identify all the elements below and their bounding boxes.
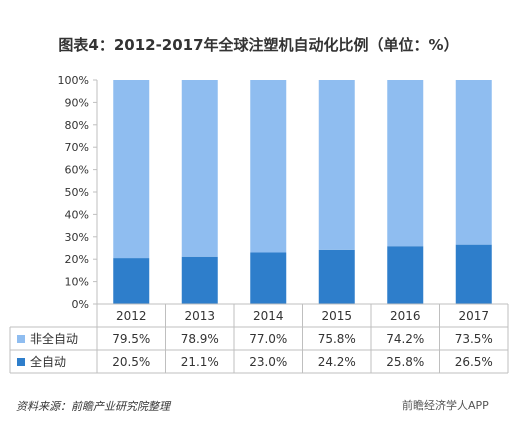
y-tick-label: 80% — [65, 119, 89, 132]
bar-non-full-auto-2014 — [250, 80, 287, 253]
y-tick-label: 20% — [65, 253, 89, 266]
y-tick-label: 0% — [72, 298, 89, 311]
data-label: 26.5% — [455, 355, 493, 369]
y-tick-label: 60% — [65, 164, 89, 177]
y-tick-label: 50% — [65, 186, 89, 199]
data-label: 23.0% — [249, 355, 287, 369]
bar-full-auto-2012 — [113, 258, 150, 304]
bar-non-full-auto-2017 — [455, 80, 492, 245]
bar-non-full-auto-2015 — [318, 80, 355, 250]
y-tick-label: 30% — [65, 231, 89, 244]
data-label: 25.8% — [386, 355, 424, 369]
bar-full-auto-2016 — [387, 246, 424, 304]
legend-swatch — [17, 335, 25, 343]
data-label: 75.8% — [318, 332, 356, 346]
bar-full-auto-2013 — [181, 256, 218, 304]
y-tick-label: 100% — [58, 74, 89, 87]
x-tick-label: 2014 — [253, 309, 284, 323]
legend-swatch — [17, 358, 25, 366]
data-label: 21.1% — [181, 355, 219, 369]
bar-non-full-auto-2012 — [113, 80, 150, 259]
bar-full-auto-2015 — [318, 249, 355, 304]
x-tick-label: 2016 — [390, 309, 421, 323]
y-tick-label: 90% — [65, 96, 89, 109]
x-tick-label: 2015 — [321, 309, 352, 323]
data-label: 78.9% — [181, 332, 219, 346]
brand-watermark: 前瞻经济学人APP — [402, 399, 489, 412]
data-label: 77.0% — [249, 332, 287, 346]
data-label: 20.5% — [112, 355, 150, 369]
data-label: 73.5% — [455, 332, 493, 346]
y-tick-label: 40% — [65, 208, 89, 221]
source-note: 资料来源：前瞻产业研究院整理 — [16, 400, 170, 413]
y-tick-label: 10% — [65, 276, 89, 289]
y-tick-label: 70% — [65, 141, 89, 154]
x-tick-label: 2013 — [184, 309, 215, 323]
chart-title: 图表4：2012-2017年全球注塑机自动化比例（单位：%） — [58, 36, 459, 54]
data-label: 79.5% — [112, 332, 150, 346]
bar-full-auto-2014 — [250, 252, 287, 304]
x-tick-label: 2012 — [116, 309, 147, 323]
x-tick-label: 2017 — [458, 309, 489, 323]
legend-label: 全自动 — [30, 354, 66, 369]
legend-label: 非全自动 — [30, 331, 78, 346]
bar-full-auto-2017 — [455, 244, 492, 304]
data-label: 24.2% — [318, 355, 356, 369]
bar-non-full-auto-2013 — [181, 80, 218, 257]
bar-non-full-auto-2016 — [387, 80, 424, 247]
data-label: 74.2% — [386, 332, 424, 346]
